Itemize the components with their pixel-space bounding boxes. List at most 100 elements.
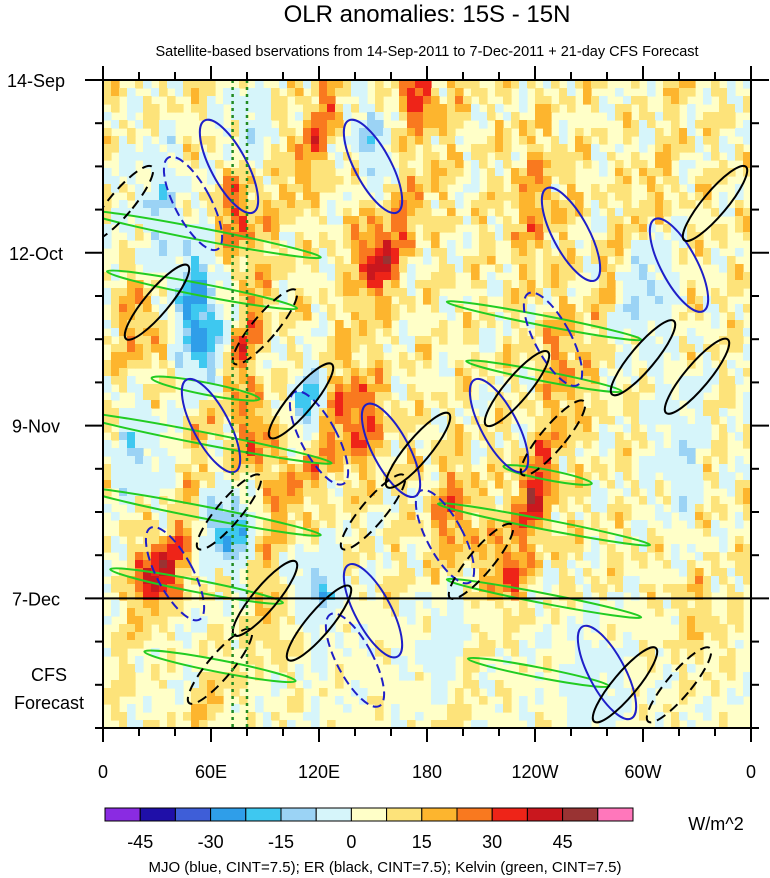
anomaly-cell xyxy=(527,448,536,457)
anomaly-cell xyxy=(695,120,704,129)
anomaly-cell xyxy=(591,520,600,529)
anomaly-cell xyxy=(511,120,520,129)
anomaly-cell xyxy=(407,304,416,313)
anomaly-cell xyxy=(655,712,664,721)
anomaly-cell xyxy=(615,656,624,665)
anomaly-cell xyxy=(463,232,472,241)
anomaly-cell xyxy=(143,560,152,569)
anomaly-cell xyxy=(383,416,392,425)
anomaly-cell xyxy=(327,608,336,617)
kelvin-contour xyxy=(150,375,261,402)
anomaly-cell xyxy=(335,464,344,473)
anomaly-cell xyxy=(511,440,520,449)
anomaly-cell xyxy=(231,272,240,281)
anomaly-cell xyxy=(711,632,720,641)
er-contour xyxy=(609,319,677,397)
anomaly-cell xyxy=(591,96,600,105)
anomaly-cell xyxy=(519,280,528,289)
anomaly-cell xyxy=(263,128,272,137)
anomaly-cell xyxy=(591,616,600,625)
anomaly-cell xyxy=(159,496,168,505)
anomaly-cell xyxy=(695,496,704,505)
anomaly-cell xyxy=(263,360,272,369)
anomaly-cell xyxy=(295,176,304,185)
anomaly-cell xyxy=(631,480,640,489)
anomaly-cell xyxy=(287,344,296,353)
anomaly-cell xyxy=(663,336,672,345)
anomaly-cell xyxy=(631,520,640,529)
anomaly-cell xyxy=(559,344,568,353)
anomaly-cell xyxy=(151,616,160,625)
anomaly-cell xyxy=(615,680,624,689)
anomaly-cell xyxy=(119,456,128,465)
anomaly-cell xyxy=(119,200,128,209)
anomaly-cell xyxy=(367,312,376,321)
anomaly-cell xyxy=(495,568,504,577)
anomaly-cell xyxy=(727,328,736,337)
anomaly-cell xyxy=(431,232,440,241)
anomaly-cell xyxy=(519,336,528,345)
anomaly-cell xyxy=(143,312,152,321)
anomaly-cell xyxy=(487,336,496,345)
anomaly-cell xyxy=(279,352,288,361)
anomaly-cell xyxy=(367,288,376,297)
anomaly-cell xyxy=(495,472,504,481)
anomaly-cell xyxy=(311,328,320,337)
anomaly-cell xyxy=(199,360,208,369)
anomaly-cell xyxy=(463,112,472,121)
anomaly-cell xyxy=(231,400,240,409)
anomaly-cell xyxy=(399,664,408,673)
anomaly-cell xyxy=(743,416,751,425)
forecast-label-line2: Forecast xyxy=(14,693,84,713)
anomaly-cell xyxy=(647,584,656,593)
anomaly-cell xyxy=(447,128,456,137)
anomaly-cell xyxy=(151,160,160,169)
anomaly-cell xyxy=(319,440,328,449)
anomaly-cell xyxy=(495,552,504,561)
anomaly-cell xyxy=(671,648,680,657)
anomaly-cell xyxy=(167,80,176,89)
anomaly-cell xyxy=(415,352,424,361)
anomaly-cell xyxy=(735,552,744,561)
anomaly-cell xyxy=(399,584,408,593)
anomaly-cell xyxy=(143,512,152,521)
anomaly-cell xyxy=(735,608,744,617)
anomaly-cell xyxy=(591,304,600,313)
anomaly-cell xyxy=(535,720,544,728)
anomaly-cell xyxy=(583,704,592,713)
anomaly-cell xyxy=(135,392,144,401)
anomaly-cell xyxy=(559,424,568,433)
anomaly-cell xyxy=(247,416,256,425)
anomaly-cell xyxy=(119,680,128,689)
anomaly-cell xyxy=(623,184,632,193)
anomaly-cell xyxy=(255,400,264,409)
anomaly-cell xyxy=(247,712,256,721)
anomaly-cell xyxy=(687,544,696,553)
anomaly-cell xyxy=(607,232,616,241)
anomaly-cell xyxy=(647,400,656,409)
anomaly-cell xyxy=(407,416,416,425)
anomaly-cell xyxy=(167,528,176,537)
anomaly-cell xyxy=(151,480,160,489)
anomaly-cell xyxy=(199,720,208,728)
anomaly-cell xyxy=(703,624,712,633)
anomaly-cell xyxy=(399,136,408,145)
anomaly-cell xyxy=(263,552,272,561)
anomaly-cell xyxy=(559,200,568,209)
anomaly-cell xyxy=(255,616,264,625)
anomaly-cell xyxy=(351,464,360,473)
anomaly-cell xyxy=(495,592,504,601)
anomaly-cell xyxy=(647,688,656,697)
anomaly-cell xyxy=(383,232,392,241)
anomaly-cell xyxy=(423,88,432,97)
anomaly-cell xyxy=(311,184,320,193)
anomaly-cell xyxy=(535,416,544,425)
anomaly-cell xyxy=(319,184,328,193)
anomaly-cell xyxy=(351,576,360,585)
anomaly-cell xyxy=(255,336,264,345)
anomaly-cell xyxy=(431,248,440,257)
anomaly-cell xyxy=(615,168,624,177)
anomaly-cell xyxy=(551,560,560,569)
anomaly-cell xyxy=(103,112,112,121)
anomaly-cell xyxy=(607,504,616,513)
